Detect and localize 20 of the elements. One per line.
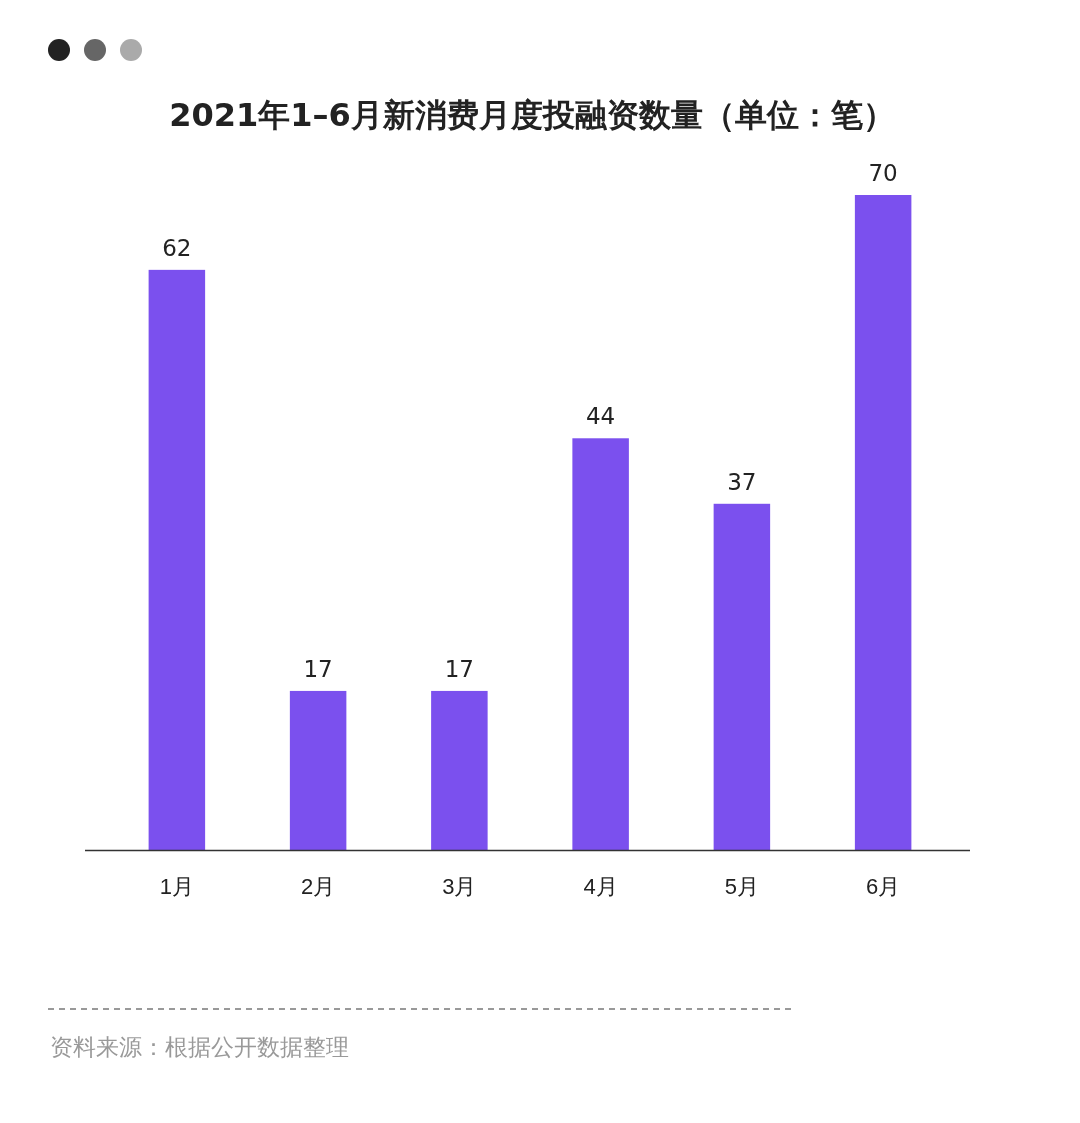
text: 资料来源：根据公开数据整理	[50, 1034, 349, 1060]
data-label: 62	[162, 234, 192, 261]
x-tick-label: 4月	[583, 873, 618, 899]
bar	[572, 438, 629, 850]
data-label: 44	[585, 403, 616, 430]
data-label: 17	[444, 655, 475, 682]
x-tick-label: 3月	[442, 873, 477, 899]
chart-title: 2021年1–6月新消费月度投融资数量（单位：笔）	[169, 96, 895, 134]
bar	[148, 269, 206, 850]
data-label: 17	[303, 655, 333, 682]
x-tick-label: 2月	[300, 873, 336, 899]
x-tick-label: 1月	[159, 873, 194, 899]
x-tick-label: 5月	[724, 873, 760, 899]
bar	[431, 690, 488, 850]
bar	[289, 690, 347, 850]
x-tick-label: 6月	[866, 873, 901, 899]
bar	[713, 503, 771, 850]
bar	[854, 195, 912, 850]
data-label: 37	[727, 468, 757, 495]
data-label: 70	[868, 160, 898, 186]
